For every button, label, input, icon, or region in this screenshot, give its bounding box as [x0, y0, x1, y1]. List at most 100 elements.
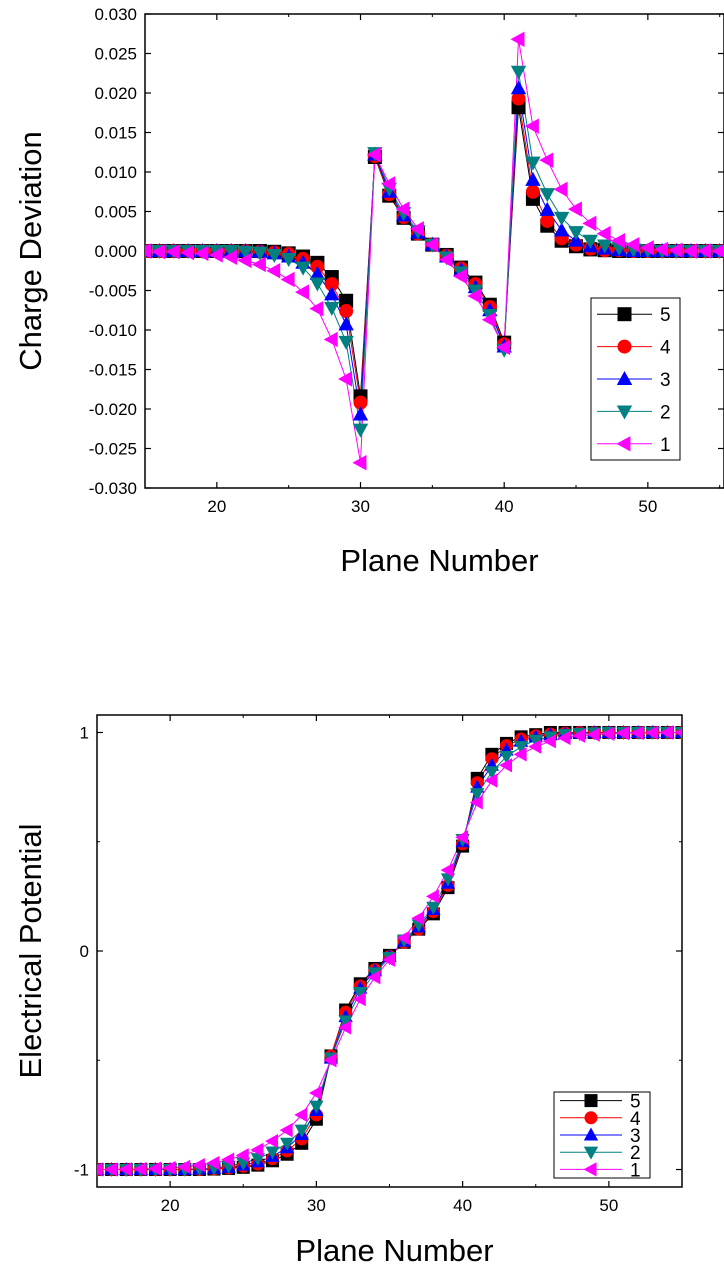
data-point-series-1: [674, 728, 682, 737]
legend-marker-1: [616, 436, 631, 452]
data-point-series-1: [528, 739, 542, 754]
data-point-series-1: [162, 1160, 176, 1176]
data-point-series-1: [395, 201, 410, 217]
data-point-series-1: [352, 991, 366, 1007]
x-tick-label: 50: [638, 497, 657, 516]
data-point-series-2: [309, 277, 326, 292]
data-point-series-1: [668, 242, 683, 258]
legend-label-4: 4: [630, 1109, 641, 1130]
data-point-series-2: [568, 226, 584, 241]
data-point-series-1: [235, 1148, 249, 1163]
data-point-series-1: [409, 221, 424, 237]
data-point-series-1: [586, 727, 600, 742]
legend-label-3: 3: [630, 1126, 641, 1147]
data-point-series-1: [496, 339, 511, 356]
data-point-series-1: [484, 773, 498, 788]
legend-label-5: 5: [660, 305, 671, 326]
data-point-series-4: [525, 184, 540, 199]
data-point-series-1: [582, 215, 597, 232]
y-tick-label: 0.025: [94, 45, 137, 64]
data-point-series-1: [411, 911, 425, 926]
data-point-series-1: [553, 181, 568, 198]
y-tick-label: -0.020: [89, 400, 137, 419]
y-tick-label: 0.015: [94, 124, 137, 143]
legend-label-4: 4: [660, 338, 671, 359]
data-point-series-1: [148, 1161, 162, 1176]
data-point-series-1: [97, 1162, 103, 1177]
y-tick-label: -1: [74, 1161, 89, 1180]
data-point-series-2: [223, 245, 239, 260]
data-point-series-3: [309, 265, 326, 280]
data-point-series-2: [499, 750, 514, 764]
data-point-series-1: [177, 1159, 191, 1175]
data-point-series-1: [104, 1162, 118, 1177]
data-point-series-2: [280, 252, 297, 267]
data-point-series-1: [194, 245, 209, 262]
y-tick-label: 0: [80, 942, 89, 961]
y-axis-label: Electrical Potential: [13, 823, 48, 1078]
data-point-series-1: [279, 1123, 293, 1138]
data-point-series-1: [308, 1085, 322, 1101]
data-point-series-1: [221, 1152, 235, 1167]
x-tick-label: 30: [307, 1196, 326, 1215]
data-point-series-2: [597, 239, 613, 254]
data-point-series-1: [572, 728, 586, 743]
data-point-series-4: [339, 304, 354, 319]
x-tick-label: 40: [453, 1196, 472, 1215]
data-point-series-4: [540, 213, 555, 228]
legend-marker-2: [583, 1146, 599, 1160]
data-point-series-1: [250, 1142, 264, 1158]
y-tick-label: -0.030: [89, 479, 137, 498]
plot-area: [97, 725, 682, 1177]
data-point-series-1: [118, 1162, 132, 1177]
y-tick-label: 0.020: [94, 84, 137, 103]
x-tick-label: 40: [495, 497, 514, 516]
data-point-series-1: [367, 970, 381, 985]
data-point-series-1: [133, 1161, 147, 1177]
legend-label-1: 1: [660, 435, 671, 456]
data-point-series-1: [645, 725, 659, 740]
data-point-series-1: [510, 31, 525, 47]
y-tick-label: -0.010: [89, 321, 137, 340]
data-point-series-2: [352, 423, 369, 438]
data-point-series-3: [539, 201, 555, 216]
x-axis-label: Plane Number: [295, 1233, 493, 1268]
data-point-series-1: [251, 256, 266, 273]
legend-marker-4: [617, 339, 632, 354]
data-point-series-2: [539, 188, 555, 203]
data-point-series-2: [510, 65, 527, 80]
y-tick-label: -0.005: [89, 282, 137, 301]
data-point-series-2: [338, 1015, 353, 1029]
data-point-series-2: [528, 734, 543, 748]
data-point-series-2: [484, 766, 500, 780]
data-point-series-1: [539, 152, 554, 168]
data-point-series-1: [145, 243, 151, 259]
data-point-series-1: [616, 725, 630, 741]
data-point-series-2: [426, 901, 441, 915]
data-point-series-1: [294, 1107, 308, 1123]
data-point-series-2: [324, 301, 340, 316]
x-tick-label: 30: [351, 497, 370, 516]
data-point-series-1: [338, 371, 353, 387]
data-point-series-1: [352, 455, 367, 471]
data-point-series-2: [237, 245, 254, 260]
x-tick-label: 50: [599, 1196, 618, 1215]
data-point-series-1: [513, 747, 527, 762]
data-point-series-3: [352, 406, 369, 421]
x-tick-label: 20: [207, 497, 226, 516]
y-tick-label: 0.000: [94, 242, 137, 261]
data-point-series-1: [265, 1133, 279, 1149]
data-point-series-4: [353, 395, 368, 410]
data-point-series-1: [481, 312, 496, 328]
y-tick-label: -0.025: [89, 440, 137, 459]
legend-marker-4: [584, 1111, 598, 1125]
data-point-series-1: [596, 225, 611, 242]
data-point-series-1: [453, 268, 468, 284]
y-tick-label: 1: [80, 723, 89, 742]
legend-label-5: 5: [630, 1092, 641, 1113]
data-point-series-2: [338, 335, 354, 350]
legend-label-2: 2: [630, 1143, 641, 1164]
